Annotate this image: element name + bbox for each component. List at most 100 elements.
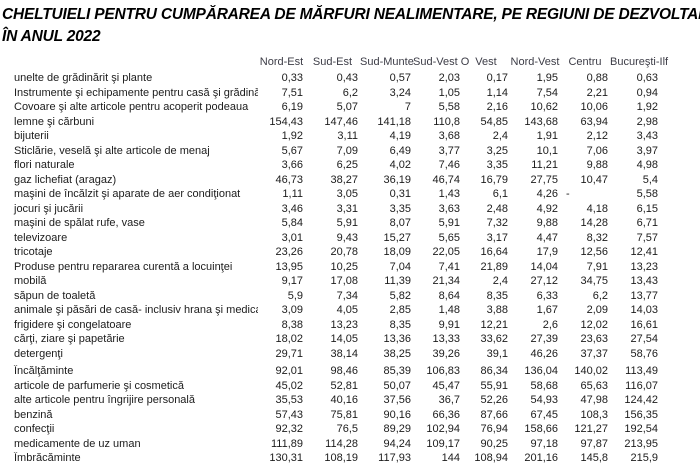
table-cell: 143,68 [524, 115, 558, 128]
table-row: jocuri şi jucării 3,46 3,31 3,35 3,63 2,48 4,9… [0, 202, 700, 217]
table-cell: 66,36 [432, 408, 460, 421]
row-label: tricotaje [14, 246, 53, 259]
table-cell: 3,43 [636, 130, 658, 143]
table-row: unelte de grădinărit şi plante 0,33 0,43 0,… [0, 71, 700, 86]
table-row: frigidere şi congelatoare 8,38 13,23 8,35 9,… [0, 318, 700, 333]
table-cell: 11,21 [531, 159, 558, 172]
table-cell: 7,51 [281, 86, 303, 99]
table-cell: 109,17 [426, 437, 460, 450]
table-cell: 3,11 [337, 130, 358, 143]
table-cell: 5,91 [438, 217, 460, 230]
table-cell: 7,09 [336, 144, 358, 157]
table-cell: 2,4 [492, 130, 508, 143]
row-label: Sticlărie, veselă şi alte articole de me… [14, 144, 210, 157]
table-cell: 145,8 [580, 452, 608, 464]
table-cell: 7,46 [438, 159, 460, 172]
table-cell: 106,83 [426, 365, 460, 378]
table-cell: 141,18 [377, 115, 411, 128]
table-cell: 7,41 [438, 260, 460, 273]
table-cell: 124,42 [624, 394, 658, 407]
table-cell: 5,9 [287, 289, 303, 302]
table-cell: 6,2 [592, 289, 608, 302]
table-row: medicamente de uz uman 111,89 114,28 94,24 1… [0, 437, 700, 452]
table-cell: 0,63 [636, 72, 658, 85]
table-cell: 13,43 [630, 275, 658, 288]
table-cell: 10,62 [530, 101, 558, 114]
row-label: unelte de grădinărit şi plante [14, 72, 153, 85]
table-row: cărţi, ziare şi papetărie 18,02 14,05 13,36… [0, 332, 700, 347]
table-cell: 65,63 [580, 379, 608, 392]
table-cell: 116,07 [625, 379, 658, 392]
table-cell: 8,35 [486, 289, 508, 302]
table-cell: 14,28 [580, 217, 608, 230]
row-label: animale şi păsări de casă- inclusiv hran… [14, 304, 258, 317]
table-cell: 17,9 [536, 246, 558, 259]
table-cell: 13,33 [432, 333, 460, 346]
table-cell: 52,26 [480, 394, 508, 407]
table-cell: 108,3 [580, 408, 608, 421]
table-cell: 21,34 [432, 275, 460, 288]
table-cell: 3,05 [336, 188, 358, 201]
table-cell: - [566, 188, 570, 201]
table-row: articole de parfumerie şi cosmetică 45,02… [0, 379, 700, 394]
table-cell: 38,25 [383, 347, 411, 360]
table-cell: 46,26 [530, 347, 558, 360]
table-cell: 1,48 [438, 304, 460, 317]
table-cell: 4,47 [536, 231, 558, 244]
table-cell: 4,05 [336, 304, 358, 317]
table-cell: 87,66 [480, 408, 508, 421]
table-cell: 4,02 [389, 159, 411, 172]
row-label: alte articole pentru îngrijire personală [14, 394, 195, 407]
table-cell: 8,07 [389, 217, 411, 230]
row-label: săpun de toaletă [14, 289, 96, 302]
column-header: Sud-Munte [360, 56, 414, 68]
page-title-line1: CHELTUIELI PENTRU CUMPĂRAREA DE MĂRFURI … [2, 6, 700, 23]
table-cell: 5,65 [438, 231, 460, 244]
table-cell: 108,19 [324, 452, 358, 464]
table-cell: 7,04 [389, 260, 411, 273]
table-cell: 4,98 [636, 159, 658, 172]
table-cell: 0,43 [336, 72, 358, 85]
table-cell: 158,66 [524, 423, 558, 436]
table-row: mobilă 9,17 17,08 11,39 21,34 2,4 27,12 34,75 13… [0, 274, 700, 289]
row-label: benzină [14, 408, 53, 421]
table-cell: 9,88 [536, 217, 558, 230]
row-label: medicamente de uz uman [14, 437, 141, 450]
table-cell: 63,94 [580, 115, 608, 128]
table-cell: 6,15 [636, 202, 658, 215]
column-header: Sud-Est [312, 56, 353, 68]
table-cell: 45,02 [275, 379, 303, 392]
table-cell: 2,85 [389, 304, 411, 317]
table-cell: 3,31 [336, 202, 358, 215]
table-cell: 37,37 [580, 347, 608, 360]
table-cell: 12,21 [480, 318, 508, 331]
column-header: Sud-Vest O [413, 56, 470, 68]
table-cell: 40,16 [330, 394, 358, 407]
row-label: frigidere şi congelatoare [14, 318, 132, 331]
row-label: flori naturale [14, 159, 75, 172]
table-cell: 5,4 [642, 173, 658, 186]
row-label: articole de parfumerie şi cosmetică [14, 379, 184, 392]
table-cell: 2,98 [636, 115, 658, 128]
table-cell: 0,31 [389, 188, 411, 201]
table-cell: 92,32 [275, 423, 303, 436]
table-cell: 98,46 [330, 365, 358, 378]
table-cell: 3,24 [389, 86, 411, 99]
table-cell: 7,34 [336, 289, 358, 302]
table-cell: 192,54 [624, 423, 658, 436]
table-cell: 6,2 [342, 86, 358, 99]
table-cell: 3,63 [438, 202, 460, 215]
table-cell: 154,43 [269, 115, 303, 128]
table-cell: 6,33 [536, 289, 558, 302]
table-cell: 3,35 [389, 202, 411, 215]
table-cell: 50,07 [383, 379, 411, 392]
table-cell: 57,43 [275, 408, 303, 421]
table-cell: 14,03 [630, 304, 658, 317]
table-row: gaz lichefiat (aragaz) 46,73 38,27 36,19 46,… [0, 173, 700, 188]
table-cell: 1,05 [438, 86, 460, 99]
table-row: benzină 57,43 75,81 90,16 66,36 87,66 67,45 108… [0, 408, 700, 423]
table-cell: 10,25 [330, 260, 358, 273]
table-cell: 37,56 [383, 394, 411, 407]
table-cell: 35,53 [275, 394, 303, 407]
table-cell: 4,92 [536, 202, 558, 215]
